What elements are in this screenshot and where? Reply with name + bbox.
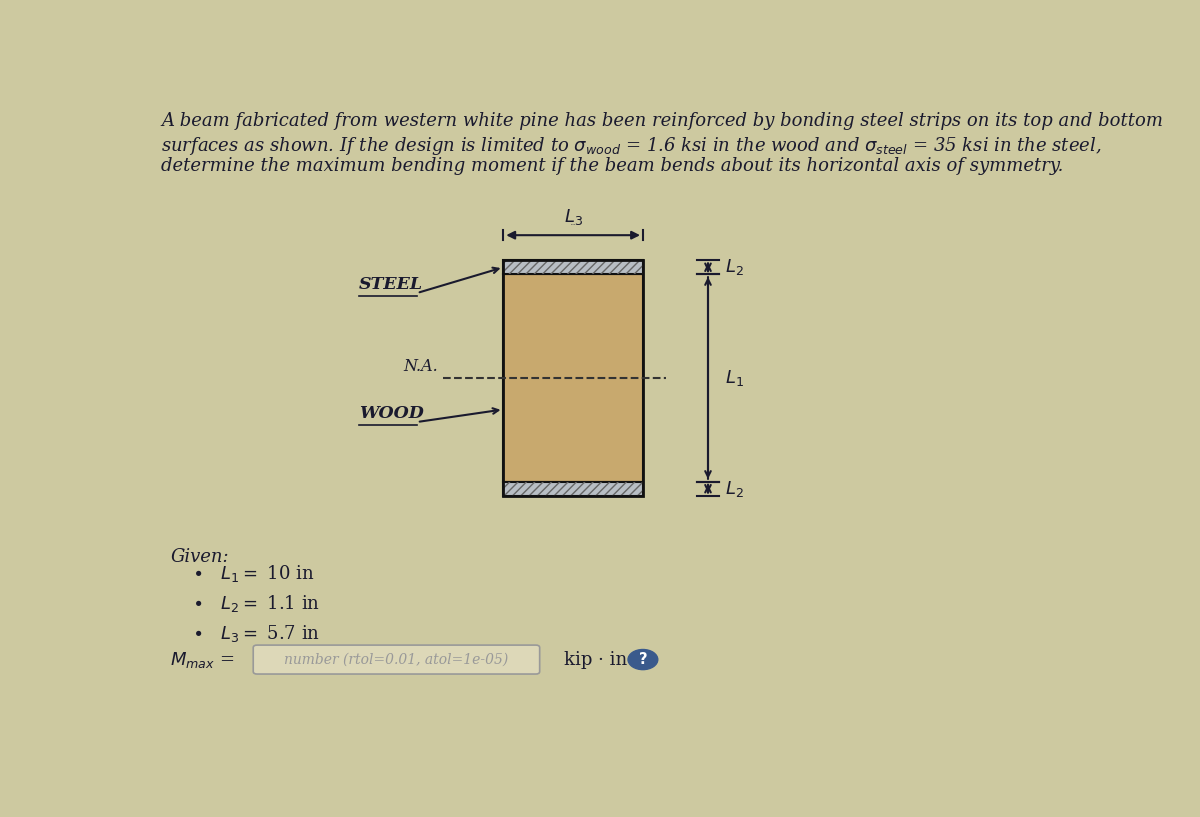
Text: $\bullet$   $L_1 = $ 10 in: $\bullet$ $L_1 = $ 10 in (192, 563, 314, 584)
Text: $L_2$: $L_2$ (725, 257, 744, 277)
Text: WOOD: WOOD (359, 405, 424, 422)
Text: A beam fabricated from western white pine has been reinforced by bonding steel s: A beam fabricated from western white pin… (161, 112, 1163, 130)
Text: $\leftarrow L_3 \rightarrow$: $\leftarrow L_3 \rightarrow$ (570, 222, 576, 227)
Text: $\bullet$   $L_2 = $ 1.1 in: $\bullet$ $L_2 = $ 1.1 in (192, 593, 320, 614)
Text: Given:: Given: (170, 548, 229, 566)
Text: STEEL: STEEL (359, 276, 424, 293)
Text: ?: ? (638, 652, 647, 667)
Bar (504, 275, 643, 482)
FancyBboxPatch shape (253, 645, 540, 674)
Bar (504, 261, 643, 496)
Text: $M_{max}$ =: $M_{max}$ = (170, 650, 235, 670)
Text: surfaces as shown. If the design is limited to $\sigma_{wood}$ = 1.6 ksi in the : surfaces as shown. If the design is limi… (161, 135, 1102, 157)
Circle shape (628, 650, 658, 670)
Bar (504, 482, 643, 496)
Text: N.A.: N.A. (403, 358, 438, 375)
Text: $L_2$: $L_2$ (725, 479, 744, 498)
Bar (504, 261, 643, 275)
Text: $L_1$: $L_1$ (725, 368, 744, 388)
Text: determine the maximum bending moment if the beam bends about its horizontal axis: determine the maximum bending moment if … (161, 157, 1063, 175)
Text: kip · in: kip · in (564, 650, 628, 668)
Bar (504, 261, 643, 275)
Text: number (rtol=0.01, atol=1e-05): number (rtol=0.01, atol=1e-05) (284, 653, 509, 667)
Text: $L_3$: $L_3$ (564, 207, 583, 227)
Bar (504, 482, 643, 496)
Text: $\bullet$   $L_3 = $ 5.7 in: $\bullet$ $L_3 = $ 5.7 in (192, 623, 320, 645)
